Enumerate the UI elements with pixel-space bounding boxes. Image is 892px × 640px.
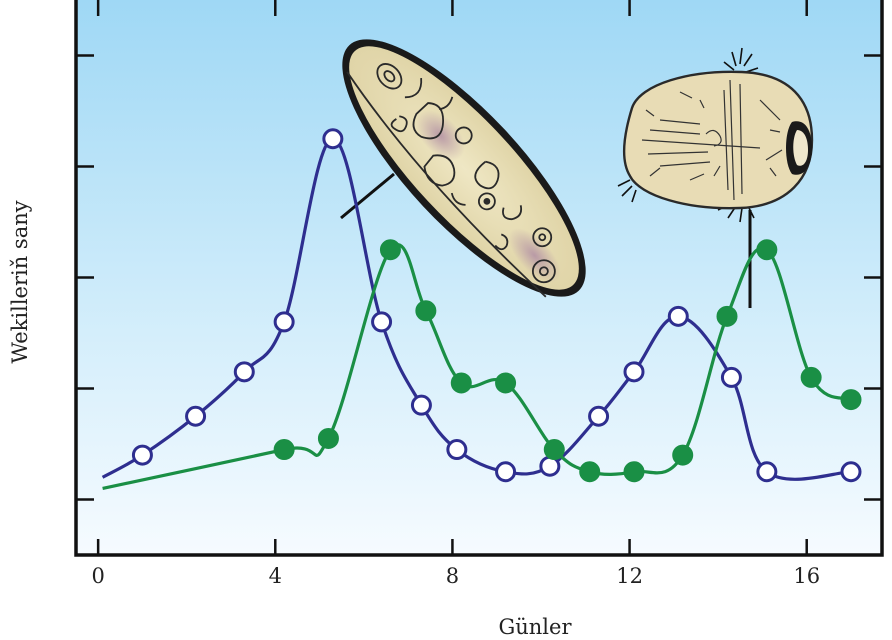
- data-point: [131, 444, 153, 466]
- axis-frame: [74, 0, 884, 557]
- data-point: [800, 366, 822, 388]
- data-point: [273, 439, 295, 461]
- series-layer: [101, 128, 862, 490]
- data-point: [720, 366, 742, 388]
- elongated-protist-illustration: [340, 39, 586, 298]
- data-point: [840, 389, 862, 411]
- data-point: [415, 300, 437, 322]
- data-point: [273, 311, 295, 333]
- data-point: [579, 461, 601, 483]
- data-point: [539, 455, 561, 477]
- data-point: [543, 439, 565, 461]
- data-point: [410, 394, 432, 416]
- data-point: [233, 361, 255, 383]
- pointer-line-left: [340, 172, 395, 220]
- data-point: [446, 439, 468, 461]
- y-axis-title: Wekilleriň sany: [8, 200, 32, 363]
- data-point: [840, 461, 862, 483]
- data-point: [371, 311, 393, 333]
- x-tick-label: 8: [446, 564, 459, 588]
- x-tick-label: 4: [269, 564, 282, 588]
- data-point: [672, 444, 694, 466]
- data-point: [623, 461, 645, 483]
- data-point: [756, 461, 778, 483]
- x-tick-label: 0: [91, 564, 104, 588]
- x-axis-title: Günler: [498, 615, 572, 639]
- data-point: [495, 461, 517, 483]
- didinium-body: [622, 70, 814, 210]
- data-point: [756, 239, 778, 261]
- data-point: [317, 427, 339, 449]
- data-point: [623, 361, 645, 383]
- data-point: [185, 405, 207, 427]
- x-tick-label: 12: [616, 564, 643, 588]
- data-point: [322, 128, 344, 150]
- data-point: [667, 305, 689, 327]
- axis-ticks: 0 4 8 12 16: [76, 0, 882, 588]
- data-point: [379, 239, 401, 261]
- data-point: [588, 405, 610, 427]
- rounded-protist-illustration: [617, 47, 814, 308]
- data-point: [716, 305, 738, 327]
- data-point: [495, 372, 517, 394]
- x-tick-label: 16: [793, 564, 820, 588]
- data-point: [450, 372, 472, 394]
